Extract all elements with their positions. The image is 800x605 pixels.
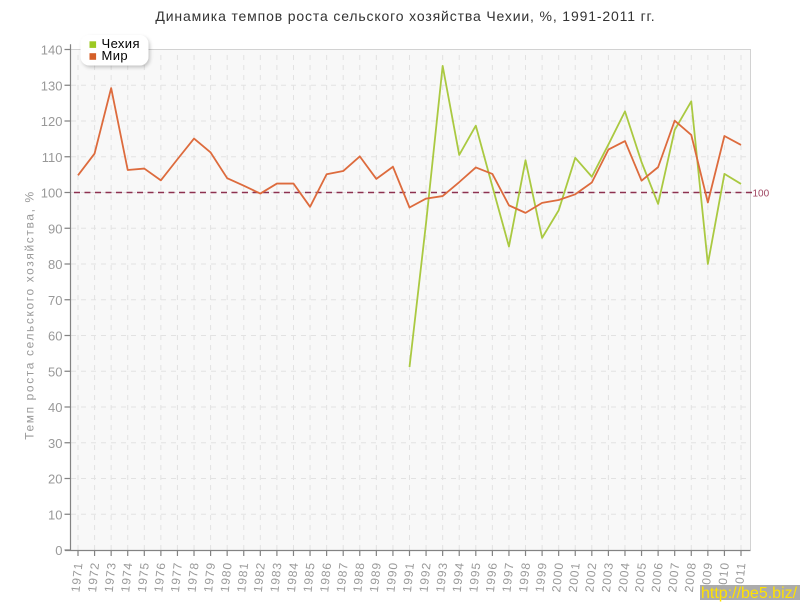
svg-text:130: 130 [41,78,63,93]
svg-text:1993: 1993 [433,561,450,593]
svg-text:1982: 1982 [251,561,268,593]
svg-text:70: 70 [48,293,62,308]
svg-text:1983: 1983 [267,561,284,593]
svg-text:1986: 1986 [317,561,334,593]
svg-text:100: 100 [753,188,770,199]
svg-text:2006: 2006 [649,561,666,593]
svg-text:1976: 1976 [151,561,168,593]
svg-text:1972: 1972 [85,561,102,593]
svg-text:1990: 1990 [383,561,400,593]
svg-text:Темп роста сельского хозяйства: Темп роста сельского хозяйства, % [23,190,37,440]
svg-text:1987: 1987 [334,561,351,593]
svg-text:2005: 2005 [632,561,649,593]
svg-text:1980: 1980 [218,561,235,593]
svg-text:Чехия: Чехия [102,36,140,51]
svg-text:1991: 1991 [400,561,417,593]
svg-text:1998: 1998 [516,561,533,593]
svg-text:1994: 1994 [450,561,467,593]
svg-text:1995: 1995 [466,561,483,593]
svg-text:2008: 2008 [682,561,699,593]
svg-text:2002: 2002 [582,561,599,593]
svg-text:2001: 2001 [566,561,583,593]
svg-text:90: 90 [48,221,62,236]
svg-text:1981: 1981 [234,561,251,593]
svg-text:110: 110 [42,150,63,165]
svg-text:60: 60 [48,329,62,344]
svg-text:30: 30 [48,436,62,451]
svg-text:1997: 1997 [499,561,516,593]
svg-text:1988: 1988 [350,561,367,593]
svg-text:1977: 1977 [168,561,185,593]
svg-text:Динамика темпов роста сельског: Динамика темпов роста сельского хозяйств… [155,8,655,24]
svg-text:1989: 1989 [367,561,384,593]
svg-text:50: 50 [48,364,62,379]
svg-text:1985: 1985 [301,561,318,593]
svg-text:10: 10 [48,507,62,522]
svg-text:2011: 2011 [732,561,749,592]
svg-text:40: 40 [48,400,62,415]
svg-text:2000: 2000 [549,561,566,593]
svg-text:140: 140 [41,43,63,58]
svg-text:2004: 2004 [615,561,632,593]
svg-text:1996: 1996 [483,561,500,593]
svg-text:2007: 2007 [665,561,682,593]
svg-text:1984: 1984 [284,561,301,593]
svg-text:100: 100 [41,186,63,201]
svg-text:2003: 2003 [599,561,616,593]
svg-text:20: 20 [48,472,62,487]
svg-text:1978: 1978 [185,561,202,593]
svg-text:80: 80 [48,257,62,272]
svg-text:1973: 1973 [102,561,119,593]
svg-text:1975: 1975 [135,561,152,593]
svg-text:1979: 1979 [201,561,218,593]
svg-text:Мир: Мир [102,48,129,63]
svg-text:1974: 1974 [118,561,135,593]
svg-text:120: 120 [41,114,63,129]
svg-text:0: 0 [55,543,62,558]
svg-text:1992: 1992 [417,561,434,593]
svg-text:1971: 1971 [68,561,85,593]
svg-text:1999: 1999 [533,561,550,593]
